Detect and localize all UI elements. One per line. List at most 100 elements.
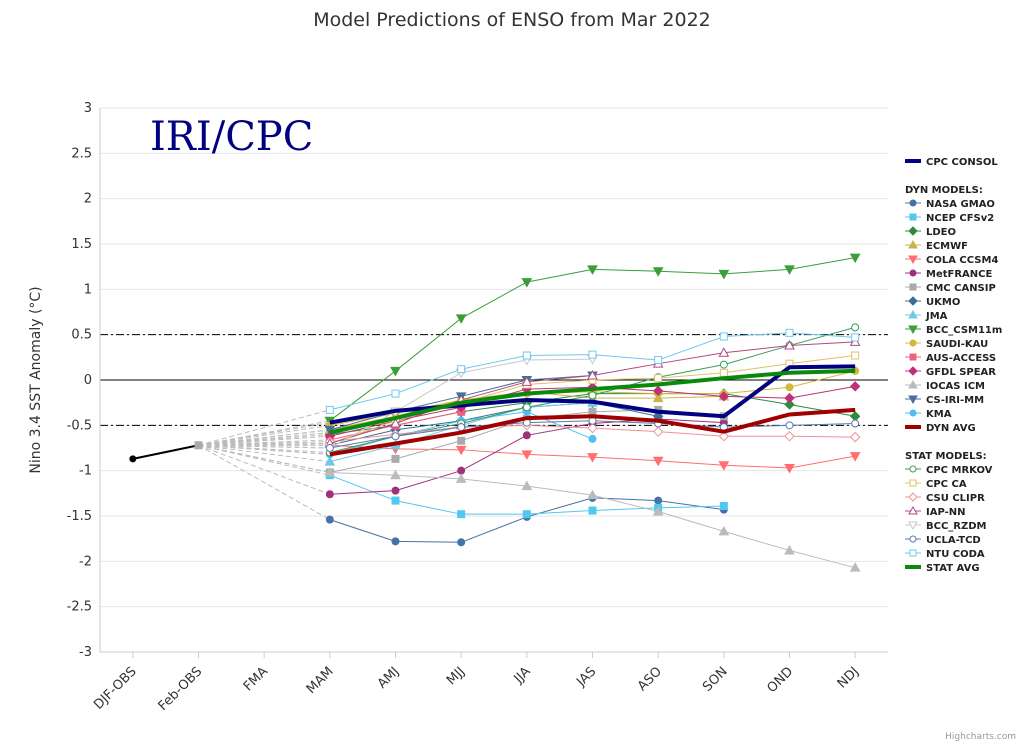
data-point[interactable] bbox=[455, 314, 467, 324]
data-point[interactable] bbox=[391, 432, 400, 441]
legend-marker[interactable] bbox=[908, 379, 918, 389]
data-point[interactable] bbox=[849, 431, 861, 443]
data-point[interactable] bbox=[654, 496, 663, 505]
data-point[interactable] bbox=[784, 544, 795, 555]
legend-marker[interactable] bbox=[908, 325, 918, 335]
data-point[interactable] bbox=[391, 486, 400, 495]
legend-item-stat-avg[interactable]: STAT AVG bbox=[905, 563, 980, 574]
data-point[interactable] bbox=[719, 368, 728, 377]
legend-item-cmc-cansip[interactable]: CMC CANSIP bbox=[905, 283, 996, 294]
observed-point[interactable] bbox=[129, 455, 137, 463]
data-point[interactable] bbox=[784, 463, 795, 474]
data-point[interactable] bbox=[457, 510, 466, 519]
legend-marker[interactable] bbox=[908, 492, 918, 502]
legend-item-cpc-mrkov[interactable]: CPC MRKOV bbox=[905, 465, 993, 476]
legend-item-cola-ccsm4[interactable]: COLA CCSM4 bbox=[905, 255, 998, 266]
data-point[interactable] bbox=[522, 510, 531, 519]
data-point[interactable] bbox=[784, 340, 795, 350]
data-point[interactable] bbox=[851, 351, 860, 360]
data-point[interactable] bbox=[719, 502, 728, 511]
data-point[interactable] bbox=[324, 456, 336, 466]
legend-item-iocas-icm[interactable]: IOCAS ICM bbox=[905, 379, 985, 392]
data-point[interactable] bbox=[325, 444, 334, 452]
data-point[interactable] bbox=[587, 369, 598, 380]
data-point[interactable] bbox=[718, 461, 730, 471]
data-point[interactable] bbox=[718, 391, 730, 402]
legend-item-ecmwf[interactable]: ECMWF bbox=[905, 239, 968, 252]
data-point[interactable] bbox=[521, 480, 533, 491]
data-point[interactable] bbox=[851, 419, 860, 428]
data-point[interactable] bbox=[785, 383, 794, 392]
data-point[interactable] bbox=[521, 278, 533, 288]
legend-marker[interactable] bbox=[908, 226, 918, 236]
legend-marker[interactable] bbox=[909, 409, 917, 417]
data-point[interactable] bbox=[457, 436, 466, 445]
legend-marker[interactable] bbox=[908, 505, 918, 515]
legend-marker[interactable] bbox=[909, 479, 917, 487]
data-point[interactable] bbox=[521, 450, 533, 460]
observed-point[interactable] bbox=[194, 441, 203, 450]
data-point[interactable] bbox=[324, 466, 336, 477]
legend-item-ucla-tcd[interactable]: UCLA-TCD bbox=[905, 535, 981, 546]
legend-marker[interactable] bbox=[908, 395, 918, 405]
legend-item-cpc-ca[interactable]: CPC CA bbox=[905, 479, 967, 490]
data-point[interactable] bbox=[652, 385, 664, 397]
legend-item-ncep-cfsv2[interactable]: NCEP CFSv2 bbox=[905, 213, 994, 224]
data-point[interactable] bbox=[391, 454, 400, 463]
legend-marker[interactable] bbox=[909, 283, 917, 291]
data-point[interactable] bbox=[521, 376, 533, 386]
legend-item-saudi-kau[interactable]: SAUDI-KAU bbox=[905, 339, 988, 350]
legend-item-ldeo[interactable]: LDEO bbox=[905, 226, 956, 238]
legend-marker[interactable] bbox=[909, 199, 917, 207]
legend-item-ukmo[interactable]: UKMO bbox=[905, 296, 960, 308]
data-point[interactable] bbox=[587, 489, 598, 500]
data-point[interactable] bbox=[588, 391, 597, 400]
data-point[interactable] bbox=[849, 562, 861, 572]
legend-item-dyn-avg[interactable]: DYN AVG bbox=[905, 423, 976, 434]
data-point[interactable] bbox=[522, 431, 531, 440]
data-point[interactable] bbox=[785, 328, 794, 337]
data-point[interactable] bbox=[457, 365, 466, 374]
data-point[interactable] bbox=[849, 452, 861, 462]
data-point[interactable] bbox=[588, 434, 597, 443]
data-point[interactable] bbox=[652, 392, 664, 403]
chart-credit[interactable]: Highcharts.com bbox=[945, 732, 1016, 742]
legend-marker[interactable] bbox=[909, 269, 917, 277]
data-point[interactable] bbox=[784, 431, 795, 442]
data-point[interactable] bbox=[522, 351, 531, 360]
legend-item-metfrance[interactable]: MetFRANCE bbox=[905, 269, 992, 280]
data-point[interactable] bbox=[849, 381, 861, 392]
data-point[interactable] bbox=[652, 426, 664, 437]
legend-item-bcc-csm11m[interactable]: BCC_CSM11m bbox=[905, 325, 1002, 336]
data-point[interactable] bbox=[718, 431, 730, 442]
data-point[interactable] bbox=[455, 473, 467, 483]
data-point[interactable] bbox=[652, 505, 664, 516]
series-line[interactable] bbox=[329, 407, 856, 457]
data-point[interactable] bbox=[457, 466, 466, 475]
data-point[interactable] bbox=[457, 423, 466, 432]
data-point[interactable] bbox=[849, 336, 861, 346]
observed-line[interactable] bbox=[132, 444, 199, 460]
data-point[interactable] bbox=[851, 323, 860, 332]
data-point[interactable] bbox=[718, 269, 730, 280]
data-point[interactable] bbox=[455, 445, 467, 456]
legend-item-bcc-rzdm[interactable]: BCC_RZDM bbox=[905, 521, 987, 532]
data-point[interactable] bbox=[652, 267, 664, 277]
legend-item-csu-clipr[interactable]: CSU CLIPR bbox=[905, 492, 985, 504]
data-point[interactable] bbox=[588, 350, 597, 359]
data-point[interactable] bbox=[652, 456, 664, 467]
legend-item-gfdl-spear[interactable]: GFDL SPEAR bbox=[905, 366, 996, 378]
legend-marker[interactable] bbox=[908, 255, 918, 265]
data-point[interactable] bbox=[390, 366, 401, 377]
legend-marker[interactable] bbox=[908, 239, 918, 249]
legend-item-cpc-consol[interactable]: CPC CONSOL bbox=[905, 157, 998, 168]
data-point[interactable] bbox=[325, 405, 334, 414]
data-point[interactable] bbox=[784, 392, 795, 404]
legend-item-nasa-gmao[interactable]: NASA GMAO bbox=[905, 199, 995, 210]
data-point[interactable] bbox=[325, 490, 334, 499]
data-point[interactable] bbox=[784, 265, 795, 275]
data-point[interactable] bbox=[849, 411, 861, 422]
legend-marker[interactable] bbox=[909, 353, 917, 361]
data-point[interactable] bbox=[849, 253, 861, 264]
legend-marker[interactable] bbox=[909, 549, 917, 557]
